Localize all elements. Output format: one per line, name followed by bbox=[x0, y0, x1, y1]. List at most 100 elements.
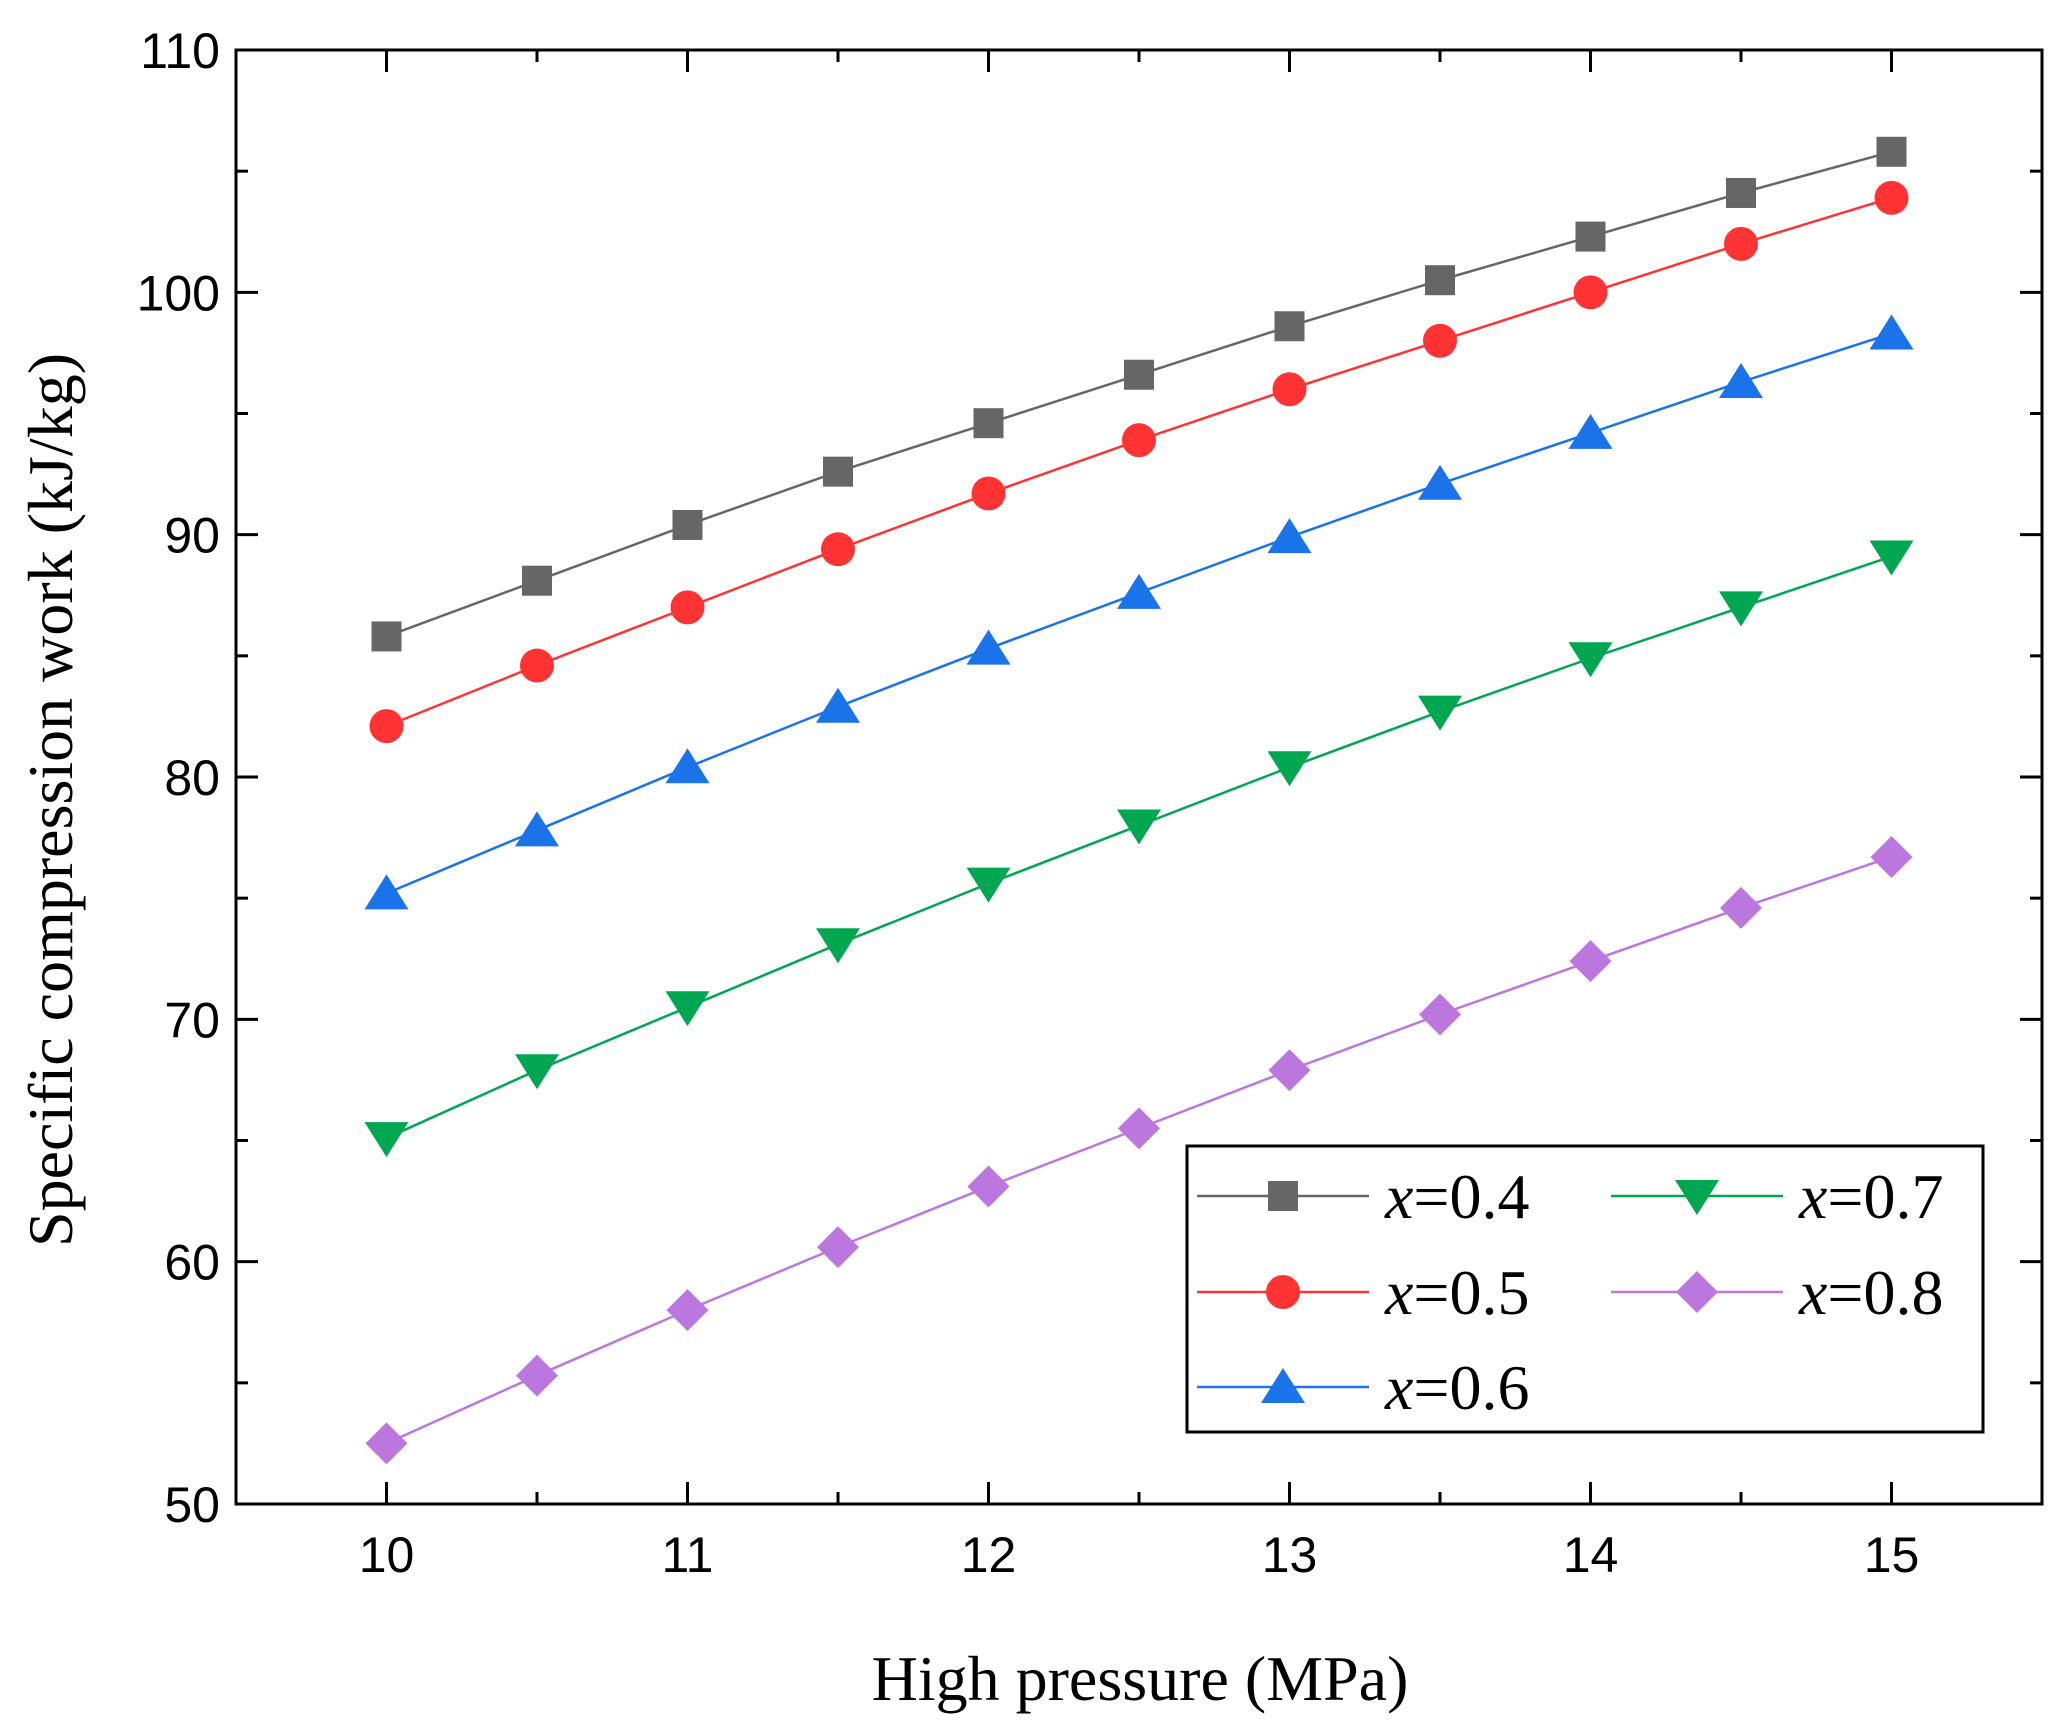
x-tick-label: 14 bbox=[1563, 1527, 1619, 1583]
y-tick-label: 80 bbox=[164, 750, 220, 806]
series-5 bbox=[365, 835, 1913, 1465]
legend-item: x=0.8 bbox=[1611, 1257, 1944, 1328]
y-tick-label: 70 bbox=[164, 992, 220, 1048]
data-point bbox=[515, 1054, 559, 1090]
y-tick-label: 110 bbox=[140, 23, 220, 79]
data-point bbox=[1268, 1049, 1311, 1092]
data-point bbox=[1720, 886, 1762, 929]
legend-label: x=0.4 bbox=[1384, 1161, 1530, 1232]
data-point bbox=[1575, 221, 1606, 252]
y-tick-label: 100 bbox=[137, 265, 220, 321]
series-4 bbox=[364, 540, 1914, 1158]
x-tick-label: 15 bbox=[1864, 1527, 1920, 1583]
legend-value: =0.6 bbox=[1413, 1352, 1529, 1423]
data-point bbox=[1122, 423, 1156, 458]
legend-value: =0.8 bbox=[1827, 1257, 1943, 1328]
data-point bbox=[1719, 362, 1763, 398]
x-tick-label: 11 bbox=[662, 1527, 714, 1583]
data-point bbox=[1274, 311, 1305, 342]
legend-item: x=0.5 bbox=[1197, 1257, 1530, 1328]
data-point bbox=[967, 1165, 1010, 1208]
data-point bbox=[1874, 180, 1909, 215]
y-tick-label: 50 bbox=[164, 1477, 220, 1533]
data-point bbox=[666, 1289, 709, 1332]
legend-label: x=0.5 bbox=[1384, 1257, 1530, 1328]
data-point bbox=[520, 648, 554, 683]
legend-item: x=0.4 bbox=[1197, 1161, 1530, 1232]
series-layer bbox=[364, 136, 1914, 1465]
legend-variable: x bbox=[1798, 1161, 1827, 1232]
series-3 bbox=[364, 314, 1914, 910]
data-point bbox=[1568, 642, 1613, 678]
data-point bbox=[966, 867, 1011, 903]
legend-label: x=0.6 bbox=[1384, 1352, 1530, 1423]
data-point bbox=[1118, 1107, 1160, 1150]
legend-value: =0.5 bbox=[1413, 1257, 1529, 1328]
data-point bbox=[816, 687, 860, 723]
data-point bbox=[1418, 464, 1462, 500]
legend-label: x=0.7 bbox=[1798, 1161, 1944, 1232]
data-point bbox=[1876, 136, 1907, 167]
data-point bbox=[672, 509, 703, 540]
data-point bbox=[1726, 177, 1756, 208]
y-tick-label: 60 bbox=[164, 1235, 220, 1291]
data-point bbox=[1573, 275, 1608, 310]
legend-value: =0.4 bbox=[1413, 1161, 1529, 1232]
data-point bbox=[1869, 540, 1914, 576]
legend-item: x=0.7 bbox=[1611, 1161, 1944, 1232]
x-axis-title: High pressure (MPa) bbox=[872, 1643, 1409, 1714]
data-point bbox=[1117, 809, 1161, 845]
legend-value: =0.7 bbox=[1827, 1161, 1943, 1232]
data-point bbox=[1272, 372, 1307, 407]
data-point bbox=[1870, 835, 1913, 878]
data-point bbox=[1869, 314, 1914, 350]
data-point bbox=[371, 621, 402, 652]
legend-variable: x bbox=[1384, 1257, 1413, 1328]
x-tick-label: 10 bbox=[359, 1527, 415, 1583]
data-point bbox=[670, 590, 705, 625]
x-tick-label: 12 bbox=[961, 1527, 1017, 1583]
legend-variable: x bbox=[1798, 1257, 1827, 1328]
data-point bbox=[821, 532, 855, 567]
data-point bbox=[665, 748, 710, 784]
legend: x=0.4x=0.5x=0.6x=0.7x=0.8 bbox=[1185, 1144, 1985, 1434]
data-point bbox=[823, 456, 853, 487]
legend-marker bbox=[1268, 1181, 1298, 1211]
y-tick-label: 90 bbox=[164, 508, 220, 564]
axes: 10 11 12 13 14 15 50 60 70 80 90 100 110 bbox=[137, 23, 2044, 1583]
data-point bbox=[1724, 226, 1758, 261]
data-point bbox=[516, 1354, 558, 1397]
data-point bbox=[966, 629, 1011, 665]
legend-label: x=0.8 bbox=[1798, 1257, 1944, 1328]
legend-marker bbox=[1261, 1368, 1305, 1403]
legend-variable: x bbox=[1384, 1161, 1413, 1232]
data-point bbox=[1418, 695, 1462, 731]
legend-marker bbox=[1676, 1271, 1718, 1313]
legend-marker bbox=[1266, 1275, 1300, 1309]
data-point bbox=[1419, 993, 1461, 1036]
data-point bbox=[971, 476, 1006, 511]
data-point bbox=[364, 874, 409, 910]
data-point bbox=[1267, 518, 1312, 554]
data-point bbox=[369, 709, 404, 744]
data-point bbox=[1267, 751, 1312, 787]
data-point bbox=[1719, 591, 1763, 627]
data-point bbox=[973, 408, 1004, 439]
legend-marker bbox=[1675, 1180, 1719, 1215]
data-point bbox=[515, 811, 559, 847]
data-point bbox=[665, 991, 710, 1027]
data-point bbox=[1568, 413, 1613, 449]
data-point bbox=[1425, 265, 1455, 296]
x-tick-label: 13 bbox=[1262, 1527, 1318, 1583]
data-point bbox=[365, 1422, 408, 1465]
data-point bbox=[816, 928, 860, 964]
data-point bbox=[1124, 359, 1154, 390]
legend-variable: x bbox=[1384, 1352, 1413, 1423]
data-point bbox=[1117, 573, 1161, 609]
series-1 bbox=[371, 136, 1907, 652]
legend-box bbox=[1185, 1144, 1985, 1434]
series-2 bbox=[369, 180, 1909, 744]
data-point bbox=[817, 1226, 859, 1269]
